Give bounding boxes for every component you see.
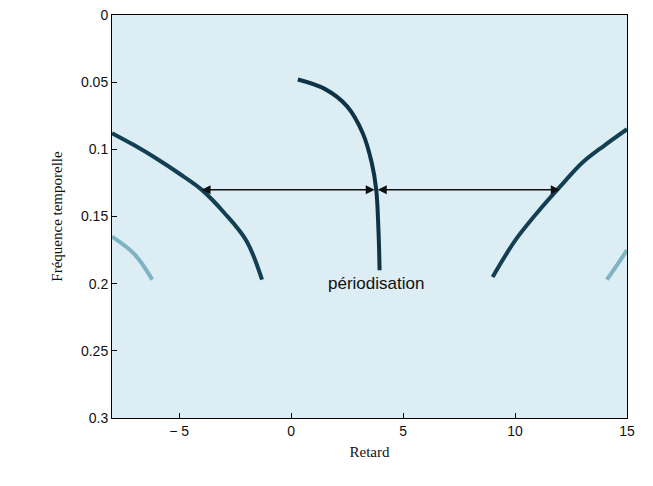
svg-text:15: 15 [619, 423, 635, 439]
svg-text:0.1: 0.1 [89, 141, 109, 157]
svg-text:0.15: 0.15 [81, 208, 108, 224]
svg-text:5: 5 [399, 423, 407, 439]
svg-text:− 5: − 5 [169, 423, 189, 439]
svg-text:10: 10 [507, 423, 523, 439]
svg-text:0.05: 0.05 [81, 74, 108, 90]
svg-text:0: 0 [100, 7, 108, 23]
svg-text:0.25: 0.25 [81, 343, 108, 359]
svg-text:Retard: Retard [350, 444, 390, 460]
svg-text:Fréquence temporelle: Fréquence temporelle [49, 151, 65, 282]
svg-text:périodisation: périodisation [328, 274, 424, 293]
svg-text:0.3: 0.3 [89, 410, 109, 426]
svg-text:0.2: 0.2 [89, 276, 109, 292]
svg-text:0: 0 [287, 423, 295, 439]
